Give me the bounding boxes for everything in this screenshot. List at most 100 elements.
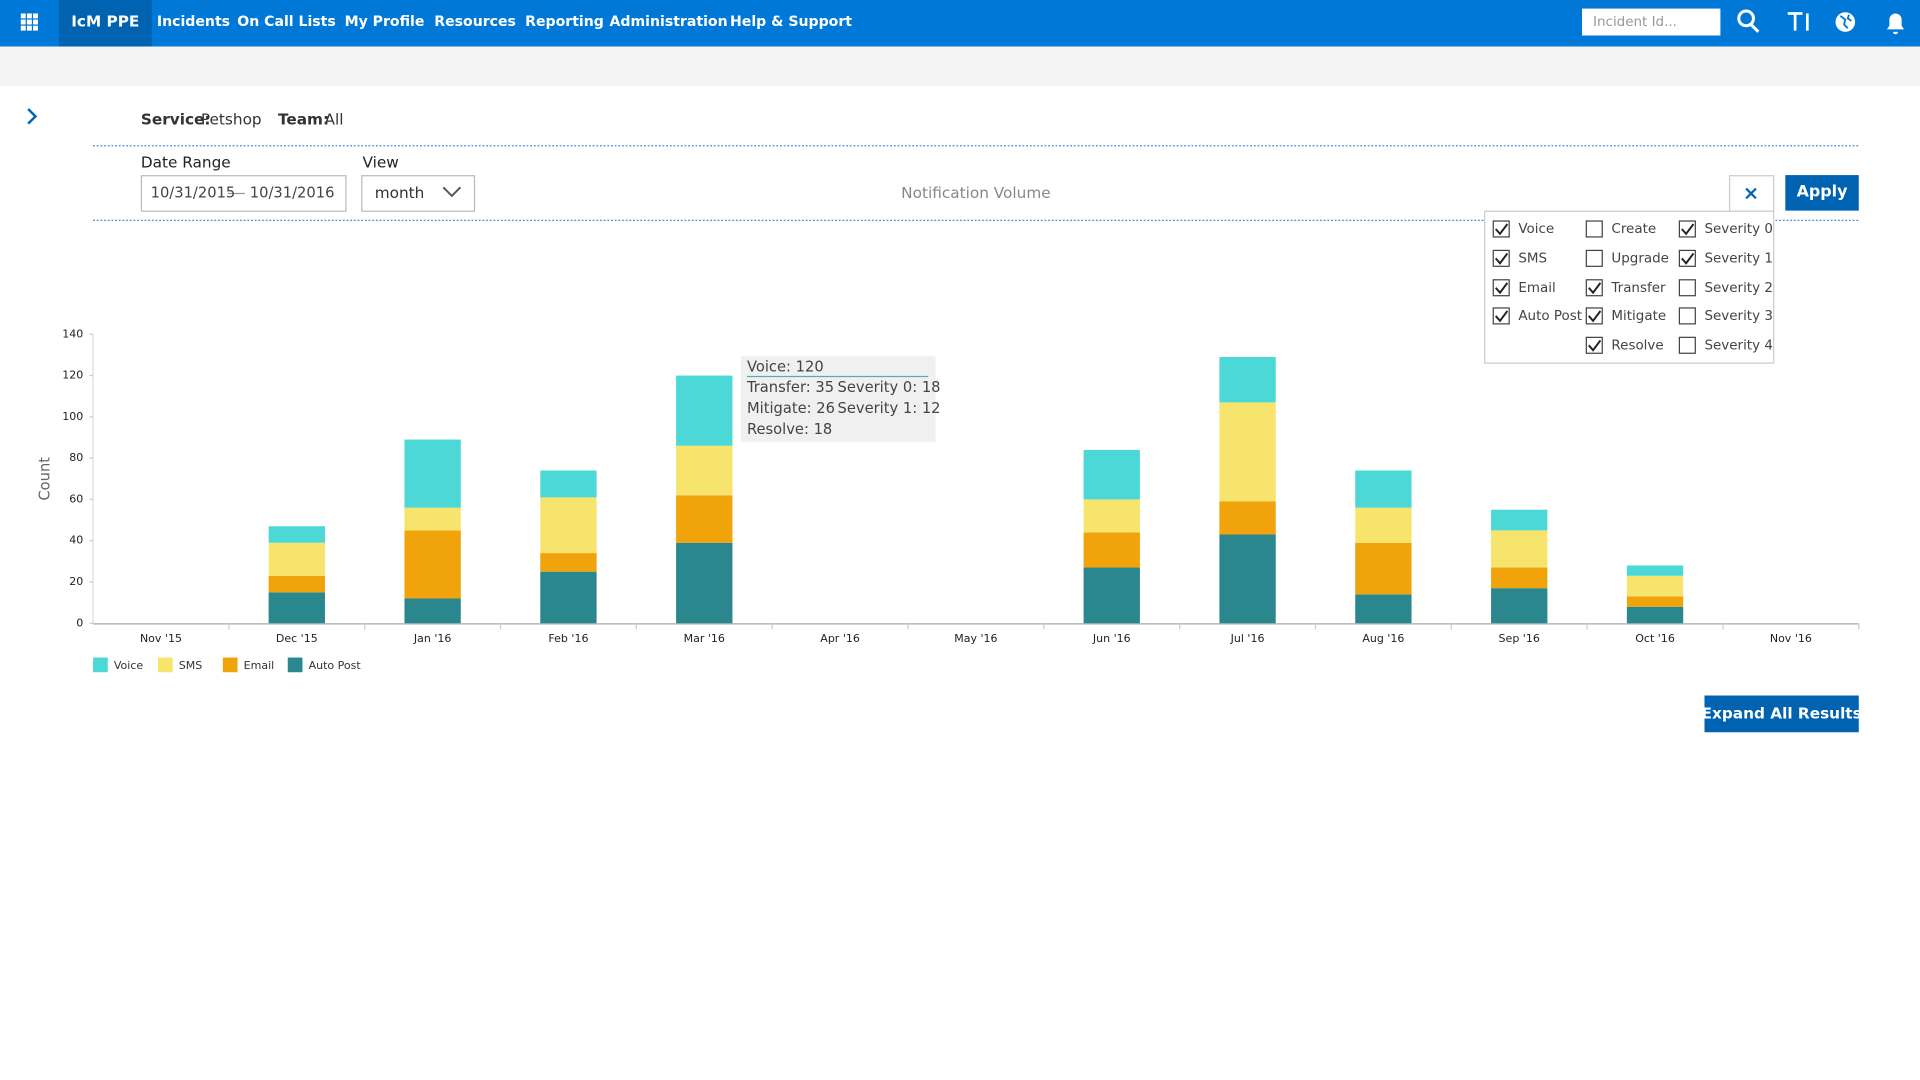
label: Date Range [141,153,231,171]
bar-segment [268,592,325,624]
expand-chevron[interactable] [27,108,38,125]
checkbox[interactable] [1492,249,1510,267]
option-label[interactable]: Voice [1518,222,1554,237]
checkbox[interactable] [1585,249,1603,267]
legend-label: Voice [114,659,144,672]
option-label[interactable]: Transfer [1610,281,1666,296]
bar-segment [404,530,461,599]
option-label[interactable]: Upgrade [1611,251,1669,266]
option-label[interactable]: Mitigate [1611,309,1666,324]
checkbox[interactable] [1678,279,1696,297]
bar-segment [1219,501,1276,535]
bell-icon[interactable] [1886,13,1905,35]
bar-segment [1491,530,1548,568]
globe-icon[interactable] [1835,12,1856,32]
view-value: month [375,184,425,202]
check-mark [1494,223,1509,236]
chart-title: Notification Volume [901,184,1051,202]
text-icon[interactable] [1787,12,1809,31]
close-button[interactable] [1728,175,1775,212]
y-axis-label: Count [36,457,53,501]
x-tick-label: Nov '15 [140,632,182,645]
x-tick-label: Sep '16 [1499,632,1540,645]
checkbox[interactable] [1585,279,1603,297]
check-mark [1681,252,1695,265]
option-label[interactable]: SMS [1518,251,1547,266]
view-select[interactable] [361,175,476,212]
checkbox[interactable] [1585,336,1603,354]
legend-label: SMS [179,659,203,672]
bar-segment [404,598,461,624]
bar-segment [1491,588,1548,624]
checkbox[interactable] [1492,279,1510,297]
nav-item[interactable]: On Call Lists [237,14,336,30]
apps-icon[interactable] [20,13,38,31]
bar-segment [1355,594,1412,624]
check-mark [1588,282,1602,295]
checkbox[interactable] [1678,220,1696,238]
option-label[interactable]: Auto Post [1518,309,1582,324]
legend-swatch [287,657,303,673]
bar-segment [1083,449,1140,500]
date-start: 10/31/2015 [151,184,236,201]
bar-segment [676,375,733,446]
checkbox[interactable] [1678,249,1696,267]
bar-segment [404,507,461,531]
nav-item[interactable]: Resources [434,14,516,30]
nav-item[interactable]: My Profile [345,14,425,30]
option-label[interactable]: Create [1611,222,1656,237]
bar-segment [1355,470,1412,508]
button-label[interactable]: Apply [1797,182,1849,201]
brand-box[interactable] [58,0,152,47]
y-tick-label: 40 [69,534,83,547]
option-label[interactable]: Severity 3 [1704,309,1772,324]
bar-segment [1219,534,1276,624]
legend-label: Email [244,659,275,672]
search-box[interactable] [1582,8,1721,36]
bar-segment [1355,542,1412,595]
bar-segment [540,571,597,624]
y-tick-label: 60 [69,492,83,505]
close-icon [1745,187,1757,200]
nav-item[interactable]: Help & Support [730,14,852,30]
bar-segment [1219,356,1276,403]
nav-item[interactable]: Reporting [525,14,604,30]
search-placeholder[interactable]: Incident Id... [1593,15,1677,30]
label: View [362,153,398,171]
x-tick-label: Jan '16 [413,632,452,645]
button-label[interactable]: Expand All Results [1702,704,1862,722]
bar-segment [1083,567,1140,624]
brand[interactable]: IcM PPE [71,13,139,31]
checkbox[interactable] [1492,220,1510,238]
option-label[interactable]: Severity 0 [1704,222,1772,237]
expand-button[interactable] [1704,695,1859,733]
x-tick-label: Mar '16 [684,632,725,645]
bar-segment [268,526,325,543]
bar-segment [1491,567,1548,589]
option-label[interactable]: Email [1518,281,1555,296]
tooltip-line: Severity 1: 12 [838,400,941,417]
check-mark [1588,339,1602,352]
x-tick-label: May '16 [954,632,997,645]
option-label[interactable]: Severity 2 [1704,281,1772,296]
option-label[interactable]: Severity 1 [1704,251,1772,266]
checkbox[interactable] [1678,336,1696,354]
apply-button[interactable] [1785,175,1859,211]
y-tick-label: 0 [76,616,83,629]
checkbox[interactable] [1585,307,1603,325]
option-label[interactable]: Resolve [1611,338,1663,353]
option-label[interactable]: Severity 4 [1704,338,1772,353]
tooltip-line: Resolve: 18 [747,421,832,438]
nav-item[interactable]: Incidents [157,14,230,30]
x-tick-label: Dec '15 [276,632,318,645]
checkbox[interactable] [1492,307,1510,325]
y-tick-label: 140 [62,327,83,340]
check-mark [1494,252,1509,265]
bar-segment [1626,596,1684,607]
value: All [324,111,343,129]
bar-segment [1355,507,1412,543]
checkbox[interactable] [1678,307,1696,325]
checkbox[interactable] [1585,220,1603,238]
nav-item[interactable]: Administration [610,14,728,30]
search-icon[interactable] [1737,9,1760,33]
